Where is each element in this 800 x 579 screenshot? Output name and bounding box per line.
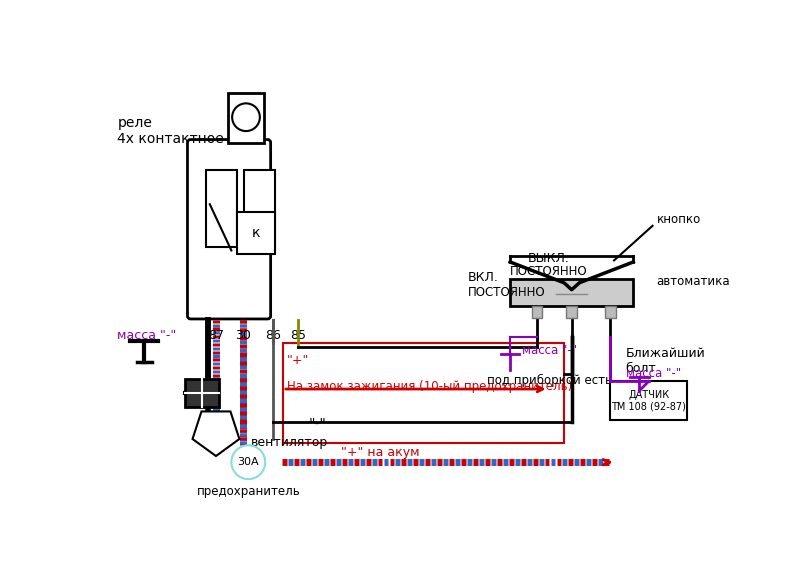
- Text: к: к: [252, 226, 260, 240]
- Text: 86: 86: [265, 329, 281, 342]
- Text: реле
4х контактное: реле 4х контактное: [118, 116, 224, 146]
- Text: 30: 30: [235, 329, 251, 342]
- Text: ВЫКЛ.: ВЫКЛ.: [528, 252, 570, 265]
- Bar: [510, 279, 634, 306]
- Text: кнопко: кнопко: [656, 213, 701, 226]
- Bar: [185, 379, 219, 406]
- Text: автоматика: автоматика: [656, 274, 730, 288]
- Text: Ближайший
болт: Ближайший болт: [626, 347, 706, 375]
- Bar: [245, 170, 275, 247]
- Bar: [237, 212, 275, 254]
- Text: "+": "+": [287, 354, 309, 368]
- Bar: [610, 382, 687, 420]
- Bar: [532, 306, 542, 318]
- Bar: [206, 170, 237, 247]
- Text: вентилятор: вентилятор: [250, 437, 328, 449]
- Text: 85: 85: [290, 329, 306, 342]
- Text: На замок зажигания (10-ый предохранитель): На замок зажигания (10-ый предохранитель…: [287, 380, 572, 393]
- Circle shape: [231, 445, 266, 479]
- Bar: [283, 343, 564, 443]
- Text: ПОСТОЯННО: ПОСТОЯННО: [510, 266, 587, 278]
- Text: масса "-": масса "-": [626, 367, 681, 380]
- Text: ПОСТОЯННО: ПОСТОЯННО: [468, 286, 546, 299]
- Text: 87: 87: [208, 329, 224, 342]
- Text: ВКЛ.: ВКЛ.: [468, 271, 498, 284]
- Bar: [227, 93, 264, 142]
- Text: 30А: 30А: [238, 457, 259, 467]
- Text: под приборкой есть: под приборкой есть: [487, 373, 612, 387]
- Bar: [566, 306, 577, 318]
- Text: предохранитель: предохранитель: [197, 485, 300, 499]
- Text: "+" на акум: "+" на акум: [341, 446, 419, 459]
- Circle shape: [232, 104, 260, 131]
- Text: масса "-": масса "-": [522, 344, 577, 357]
- FancyBboxPatch shape: [187, 140, 270, 319]
- Text: ДАТЧИК
ТМ 108 (92-87): ДАТЧИК ТМ 108 (92-87): [611, 390, 686, 412]
- Text: масса "-": масса "-": [118, 329, 177, 342]
- Text: "-": "-": [309, 417, 326, 431]
- Polygon shape: [193, 412, 239, 456]
- Bar: [605, 306, 615, 318]
